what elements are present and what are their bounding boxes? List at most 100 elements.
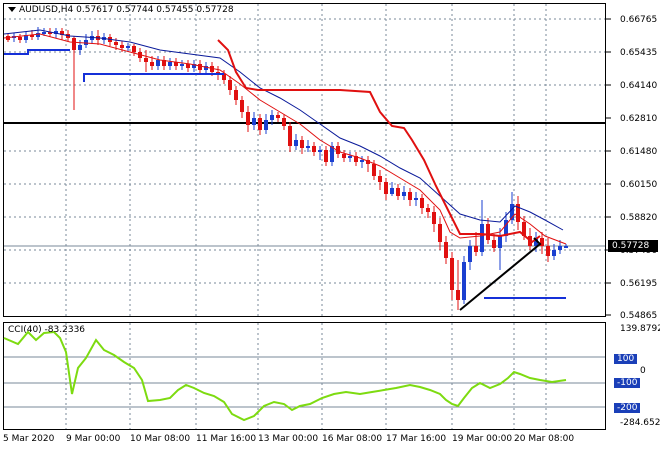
time-tick-label: 16 Mar 08:00 <box>322 434 383 444</box>
candle-body <box>276 115 280 118</box>
candle-body <box>438 224 442 242</box>
candle-body <box>252 118 256 125</box>
candle-body <box>48 32 52 34</box>
candle-body <box>120 45 124 48</box>
candle-body <box>444 242 448 258</box>
candle-body <box>318 150 322 152</box>
candle-body <box>474 246 478 252</box>
candle-body <box>384 182 388 194</box>
candle-body <box>564 246 568 248</box>
candle-body <box>330 146 334 162</box>
candle-body <box>264 120 268 130</box>
candle-body <box>258 118 262 130</box>
candle-body <box>294 140 298 146</box>
candle-body <box>24 35 28 40</box>
candle-body <box>210 66 214 72</box>
candle-body <box>300 140 304 148</box>
candle-body <box>342 154 346 158</box>
candle-body <box>30 35 34 37</box>
candle-body <box>324 150 328 162</box>
price-tick-label: 0.58820 <box>620 213 658 223</box>
candle-body <box>420 198 424 208</box>
candle-body <box>150 62 154 66</box>
candle-body <box>240 100 244 112</box>
candle-body <box>408 192 412 200</box>
price-tick-label: 0.66765 <box>620 15 658 25</box>
price-tick-label: 0.54865 <box>620 311 658 321</box>
symbol-timeframe: AUDUSD,H4 <box>19 5 74 15</box>
candle-body <box>282 118 286 126</box>
price-tick-label: 0.64140 <box>620 81 658 91</box>
candle-body <box>378 176 382 182</box>
candle-body <box>126 46 130 48</box>
candle-body <box>36 33 40 37</box>
price-tick-label: 0.56195 <box>620 279 658 289</box>
time-tick-label: 9 Mar 00:00 <box>66 434 121 444</box>
candle-body <box>504 220 508 236</box>
collapse-triangle-icon[interactable] <box>8 7 16 12</box>
candle-body <box>90 36 94 40</box>
candle-body <box>204 66 208 70</box>
candle-body <box>228 80 232 90</box>
candle-body <box>546 246 550 256</box>
candle-body <box>60 31 64 35</box>
candle-body <box>78 45 82 50</box>
candle-body <box>180 64 184 66</box>
candle-body <box>558 246 562 250</box>
candle-body <box>18 37 22 40</box>
price-chart-pane[interactable] <box>3 3 606 317</box>
cci-axis-min: -284.6528 <box>620 418 660 428</box>
slow-moving-average <box>3 29 564 231</box>
candle-body <box>498 236 502 248</box>
candle-body <box>84 40 88 45</box>
candle-body <box>450 258 454 290</box>
candle-body <box>510 204 514 220</box>
candle-body <box>456 290 460 300</box>
candle-body <box>516 204 520 222</box>
time-tick-label: 5 Mar 2020 <box>3 434 55 444</box>
candle-body <box>144 58 148 62</box>
candle-body <box>234 90 238 100</box>
candle-body <box>534 238 538 246</box>
candle-body <box>156 60 160 66</box>
candle-body <box>336 146 340 154</box>
candle-body <box>414 198 418 200</box>
cci-level-badge: 100 <box>614 354 638 364</box>
candle-body <box>306 146 310 148</box>
candle-body <box>186 64 190 68</box>
candle-body <box>432 212 436 224</box>
candle-body <box>114 42 118 45</box>
cci-indicator-pane[interactable] <box>3 322 606 430</box>
candle-body <box>270 115 274 120</box>
time-tick-label: 20 Mar 08:00 <box>514 434 575 444</box>
price-tick-label: 0.60150 <box>620 180 658 190</box>
candle-body <box>348 156 352 158</box>
time-tick-label: 19 Mar 00:00 <box>452 434 513 444</box>
candle-body <box>132 46 136 52</box>
cci-axis-max: 139.8792 <box>620 324 660 334</box>
candle-body <box>522 222 526 236</box>
candle-body <box>486 224 490 240</box>
candle-body <box>366 160 370 164</box>
ohlc-values: 0.57617 0.57744 0.57455 0.57728 <box>76 5 234 15</box>
time-tick-label: 10 Mar 08:00 <box>130 434 191 444</box>
price-tick-label: 0.62810 <box>620 114 658 124</box>
candle-body <box>360 160 364 162</box>
candle-body <box>390 188 394 194</box>
cci-level-badge: -100 <box>614 378 641 388</box>
cci-level-badge: -200 <box>614 403 641 413</box>
candle-body <box>552 250 556 256</box>
support-line-mid <box>83 73 224 82</box>
candle-body <box>222 74 226 80</box>
chart-header: AUDUSD,H4 0.57617 0.57744 0.57455 0.5772… <box>8 5 234 15</box>
time-tick-label: 17 Mar 16:00 <box>386 434 447 444</box>
trailing-stop-line <box>217 39 541 244</box>
candle-body <box>246 112 250 125</box>
time-tick-label: 11 Mar 16:00 <box>196 434 257 444</box>
candle-body <box>174 62 178 66</box>
current-price-badge: 0.57728 <box>608 240 658 252</box>
candle-body <box>162 60 166 66</box>
candle-body <box>480 224 484 252</box>
